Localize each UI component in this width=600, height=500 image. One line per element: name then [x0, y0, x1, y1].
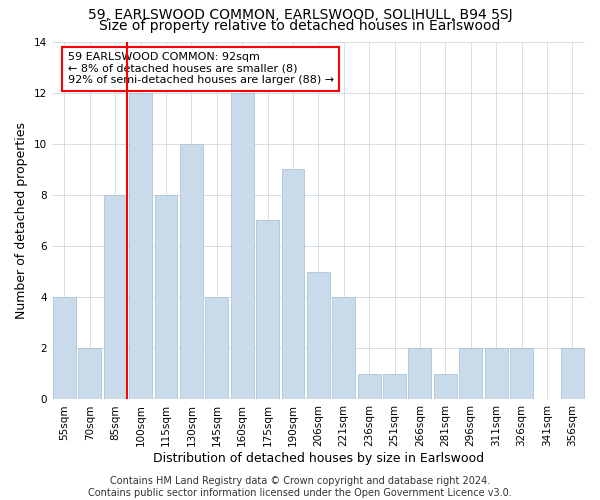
Bar [281, 170, 304, 400]
Text: 59 EARLSWOOD COMMON: 92sqm
← 8% of detached houses are smaller (8)
92% of semi-d: 59 EARLSWOOD COMMON: 92sqm ← 8% of detac… [68, 52, 334, 86]
Bar [231, 92, 254, 400]
Bar [383, 374, 406, 400]
Text: 59, EARLSWOOD COMMON, EARLSWOOD, SOLIHULL, B94 5SJ: 59, EARLSWOOD COMMON, EARLSWOOD, SOLIHUL… [88, 8, 512, 22]
Bar [104, 195, 127, 400]
Y-axis label: Number of detached properties: Number of detached properties [15, 122, 28, 319]
Bar [79, 348, 101, 400]
Text: Size of property relative to detached houses in Earlswood: Size of property relative to detached ho… [100, 19, 500, 33]
Bar [434, 374, 457, 400]
Bar [510, 348, 533, 400]
Bar [205, 297, 228, 400]
Bar [409, 348, 431, 400]
X-axis label: Distribution of detached houses by size in Earlswood: Distribution of detached houses by size … [153, 452, 484, 465]
Bar [485, 348, 508, 400]
Bar [332, 297, 355, 400]
Bar [256, 220, 279, 400]
Bar [180, 144, 203, 400]
Bar [561, 348, 584, 400]
Bar [358, 374, 380, 400]
Bar [307, 272, 330, 400]
Bar [459, 348, 482, 400]
Text: Contains HM Land Registry data © Crown copyright and database right 2024.
Contai: Contains HM Land Registry data © Crown c… [88, 476, 512, 498]
Bar [155, 195, 178, 400]
Bar [53, 297, 76, 400]
Bar [129, 92, 152, 400]
